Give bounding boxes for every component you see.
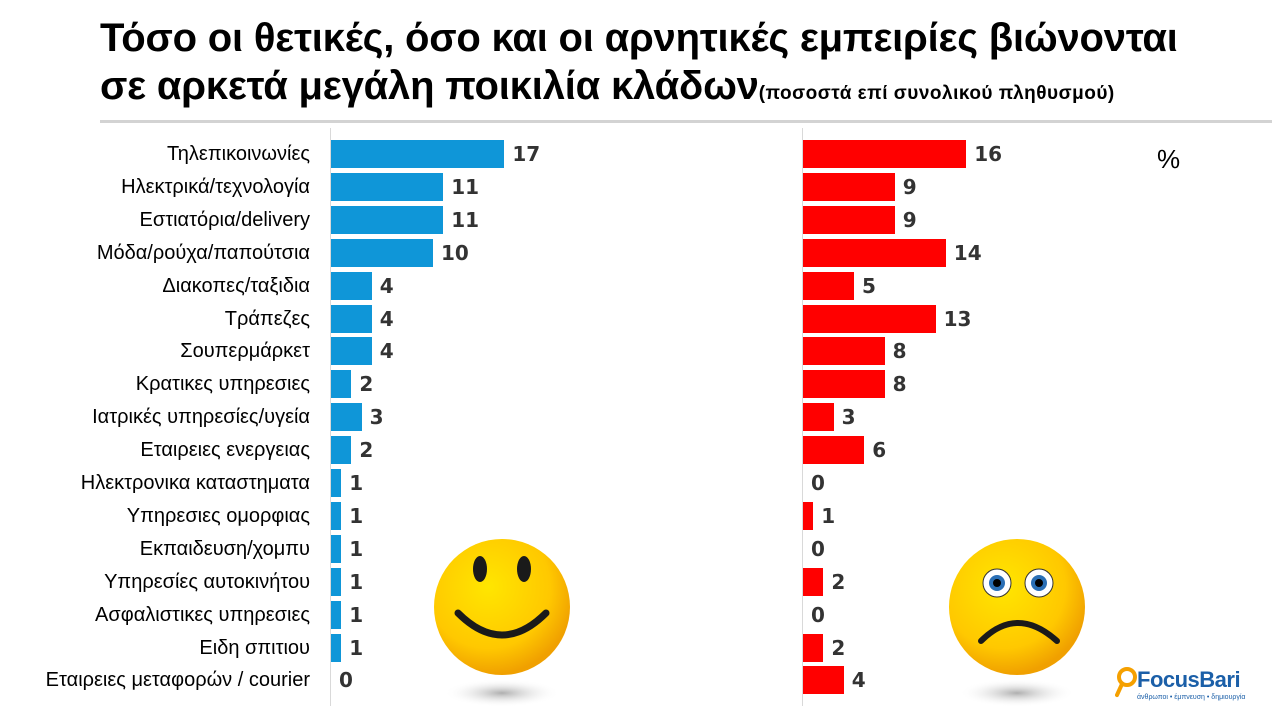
category-label: Ιατρικές υπηρεσίες/υγεία (92, 406, 310, 429)
category-label: Εταιρειες μεταφορών / courier (45, 669, 310, 692)
category-label: Διακοπες/ταξιδια (162, 274, 310, 297)
positive-bar (331, 567, 342, 596)
positive-bar (331, 337, 372, 366)
positive-value-label: 17 (512, 142, 541, 166)
positive-bar (331, 534, 342, 563)
negative-value-label: 1 (821, 503, 836, 528)
positive-bar (331, 600, 342, 629)
category-label: Τράπεζες (224, 307, 310, 330)
negative-axis-line (802, 128, 803, 706)
negative-value-label: 0 (811, 471, 825, 495)
title-line-2-text: σε αρκετά μεγάλη ποικιλία κλάδων (100, 64, 759, 108)
positive-bar (331, 501, 342, 530)
title-line-2: σε αρκετά μεγάλη ποικιλία κλάδων(ποσοστά… (100, 62, 1260, 118)
positive-bar (331, 436, 352, 465)
positive-value-label: 2 (359, 372, 374, 397)
negative-value-label: 0 (811, 536, 825, 561)
positive-value-label: 4 (379, 339, 394, 364)
positive-bar (331, 403, 362, 432)
category-label: Σουπερμάρκετ (180, 340, 310, 363)
category-label: Εκπαιδευση/χομπυ (139, 537, 310, 560)
category-label: Τηλεπικοινωνίες (167, 143, 310, 165)
category-label: Κρατικες υπηρεσιες (135, 373, 310, 396)
positive-bar (331, 205, 444, 234)
positive-value-label: 1 (349, 471, 364, 495)
negative-value-label: 9 (902, 174, 917, 199)
positive-value-label: 10 (441, 240, 469, 265)
category-label: Ειδη σπιτιου (199, 636, 310, 659)
logo-tagline: άνθρωποι • έμπνευση • δημιουργία (1137, 694, 1246, 701)
magnifier-logo-icon (1115, 667, 1137, 697)
positive-value-label: 1 (349, 536, 364, 561)
positive-axis-line (330, 128, 331, 706)
negative-value-label: 13 (943, 306, 972, 331)
negative-bar (803, 501, 814, 530)
category-label: Ηλεκτρικά/τεχνολογία (121, 175, 310, 198)
chart-title: Τόσο οι θετικές, όσο και οι αρνητικές εμ… (100, 14, 1260, 118)
title-divider (100, 120, 1272, 123)
negative-bar (803, 205, 895, 234)
negative-value-label: 3 (841, 405, 856, 430)
negative-value-label: 4 (851, 668, 866, 693)
title-line-1: Τόσο οι θετικές, όσο και οι αρνητικές εμ… (100, 16, 1178, 60)
unit-label: % (1157, 144, 1181, 174)
negative-bar (803, 238, 946, 267)
category-label: Ηλεκτρονικα καταστηματα (80, 472, 310, 494)
negative-bar (803, 666, 844, 695)
positive-value-label: 3 (369, 405, 384, 430)
positive-bar (331, 633, 342, 662)
positive-value-label: 1 (349, 602, 364, 627)
negative-value-label: 8 (892, 372, 907, 397)
negative-bar (803, 140, 967, 168)
chart-subtitle: (ποσοστά επί συνολικού πληθυσμού) (758, 83, 1115, 104)
smiley-face-icon (434, 539, 570, 707)
negative-bar (803, 567, 824, 596)
positive-value-label: 1 (349, 635, 364, 660)
negative-bar (803, 304, 936, 333)
negative-bar (803, 271, 854, 300)
negative-bar (803, 370, 885, 399)
category-label: Ασφαλιστικες υπηρεσιες (95, 603, 310, 626)
positive-value-label: 4 (379, 273, 394, 298)
logo-text: FocusBari (1137, 667, 1241, 692)
negative-value-label: 5 (862, 273, 876, 298)
positive-bar (331, 469, 342, 497)
negative-value-label: 0 (811, 602, 825, 627)
positive-bar (331, 304, 372, 333)
negative-value-label: 8 (892, 339, 907, 364)
positive-bar (331, 271, 372, 300)
positive-bar (331, 140, 505, 168)
category-label: Μόδα/ρούχα/παπούτσια (96, 241, 310, 264)
positive-bar (331, 370, 352, 399)
negative-value-label: 16 (974, 142, 1003, 166)
negative-bar (803, 436, 865, 465)
negative-value-label: 6 (872, 438, 887, 463)
negative-value-label: 2 (831, 635, 846, 660)
negative-value-label: 14 (953, 240, 982, 265)
positive-value-label: 0 (339, 668, 353, 693)
category-label: Υπηρεσίες αυτοκινήτου (104, 570, 310, 593)
positive-value-label: 1 (349, 569, 364, 594)
positive-value-label: 11 (451, 174, 480, 199)
category-label: Εστιατόρια/delivery (139, 208, 310, 231)
positive-value-label: 11 (451, 207, 480, 232)
negative-value-label: 9 (902, 207, 917, 232)
sad-face-icon (949, 539, 1085, 707)
positive-value-label: 4 (379, 306, 394, 331)
negative-value-label: 2 (831, 569, 846, 594)
negative-bar (803, 633, 824, 662)
focusbari-logo: FocusBari άνθρωποι • έμπνευση • δημιουργ… (1115, 665, 1265, 705)
negative-bar (803, 172, 895, 201)
positive-bar (331, 172, 444, 201)
positive-value-label: 2 (359, 438, 374, 463)
positive-bar (331, 238, 433, 267)
category-label: Εταιρειες ενεργειας (140, 439, 310, 462)
positive-value-label: 1 (349, 503, 364, 528)
negative-bar (803, 337, 885, 366)
category-label: Υπηρεσιες ομορφιας (126, 504, 310, 527)
negative-bar (803, 403, 834, 432)
